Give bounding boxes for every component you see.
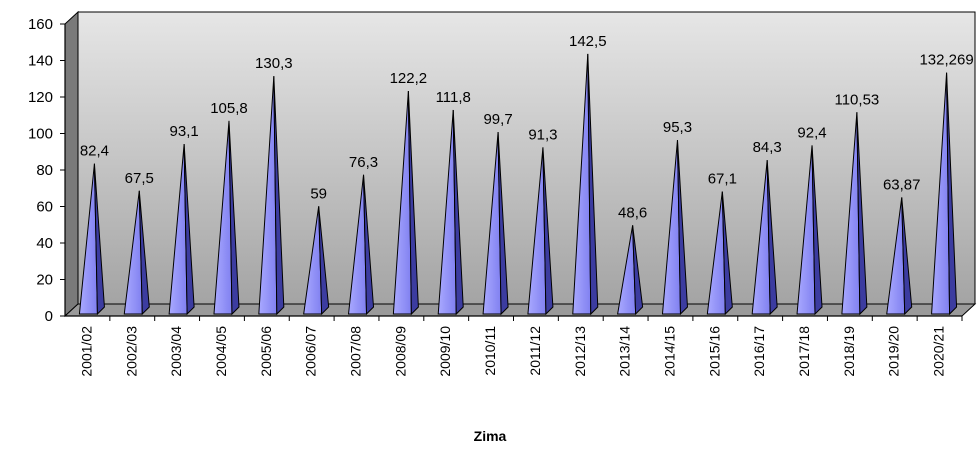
bar-side [497, 132, 509, 316]
bars [78, 53, 958, 316]
y-tick-label: 0 [45, 308, 53, 325]
bar-side [363, 174, 375, 316]
data-label: 105,8 [210, 100, 248, 117]
data-label: 111,8 [436, 89, 471, 106]
bar-side [228, 120, 240, 316]
data-label: 122,2 [390, 70, 428, 87]
bar-side [542, 147, 554, 316]
data-label: 48,6 [618, 204, 647, 221]
x-axis-title: Zima [474, 428, 507, 444]
data-label: 76,3 [349, 154, 378, 171]
value-labels: 82,4 67,5 93,1 105,8 130,3 59 76,3 122,2 111,8 99… [80, 33, 974, 221]
bar-side [946, 72, 958, 316]
bar-side [452, 109, 464, 316]
x-tick-label: 2016/17 [751, 326, 767, 377]
data-label: 59 [310, 185, 327, 202]
y-tick-label: 120 [28, 89, 53, 106]
data-label: 84,3 [753, 139, 782, 156]
bar-side [273, 76, 285, 316]
data-label: 132,269 [919, 52, 973, 69]
y-tick-label: 160 [28, 16, 53, 33]
bar-side [811, 145, 823, 316]
x-tick-label: 2014/15 [661, 326, 677, 377]
x-tick-label: 2001/02 [78, 326, 94, 377]
data-label: 99,7 [483, 111, 512, 128]
bar-side [93, 163, 105, 316]
x-tick-label: 2015/16 [706, 326, 722, 377]
x-tick-label: 2008/09 [392, 326, 408, 377]
data-label: 95,3 [663, 119, 692, 136]
y-tick-label: 140 [28, 53, 53, 70]
data-label: 93,1 [170, 123, 199, 140]
bar-side [721, 191, 733, 316]
x-tick-label: 2013/14 [617, 326, 633, 377]
x-tick-label: 2019/20 [886, 326, 902, 377]
y-tick-label: 80 [36, 162, 53, 179]
bar-side [318, 206, 330, 316]
x-tick-label: 2007/08 [348, 326, 364, 377]
back-wall [77, 11, 976, 305]
data-label: 82,4 [80, 143, 109, 160]
y-tick-label: 100 [28, 126, 53, 143]
bar-side [676, 140, 688, 316]
x-tick-label: 2009/10 [437, 326, 453, 377]
data-label: 67,5 [125, 170, 154, 187]
data-label: 130,3 [255, 55, 293, 72]
data-label: 67,1 [708, 171, 737, 188]
data-label: 142,5 [569, 33, 607, 50]
y-tick-label: 60 [36, 199, 53, 216]
data-label: 63,87 [883, 176, 921, 193]
data-label: 91,3 [528, 126, 557, 143]
data-label: 110,53 [834, 91, 879, 108]
floor [63, 303, 977, 317]
bar-side [587, 53, 599, 316]
x-tick-label: 2011/12 [527, 326, 543, 376]
y-tick-label: 20 [36, 272, 53, 289]
side-wall [64, 10, 79, 318]
plot-back-wall [63, 10, 977, 318]
bar-side [901, 197, 913, 316]
x-tick-label: 2017/18 [796, 326, 812, 377]
x-tick-label: 2003/04 [168, 326, 184, 377]
y-tick-label: 40 [36, 235, 53, 252]
data-label: 92,4 [797, 124, 826, 141]
x-tick-label: 2018/19 [841, 326, 857, 377]
x-tick-label: 2020/21 [931, 326, 947, 377]
bar-side [407, 90, 419, 316]
bar-side [856, 112, 868, 316]
x-tick-label: 2005/06 [258, 326, 274, 377]
x-tick-label: 2004/05 [213, 326, 229, 377]
x-tick-label: 2012/13 [572, 326, 588, 377]
x-tick-label: 2010/11 [482, 326, 498, 376]
bar-side [138, 190, 150, 316]
bar-side [766, 160, 778, 316]
axes: 0 20 40 60 80 100 120 140 160 2001/02 2002/03 2003/… [28, 16, 963, 377]
x-tick-label: 2006/07 [303, 326, 319, 377]
x-tick-label: 2002/03 [123, 326, 139, 377]
bar-side [632, 225, 644, 316]
bar-side [183, 144, 195, 316]
